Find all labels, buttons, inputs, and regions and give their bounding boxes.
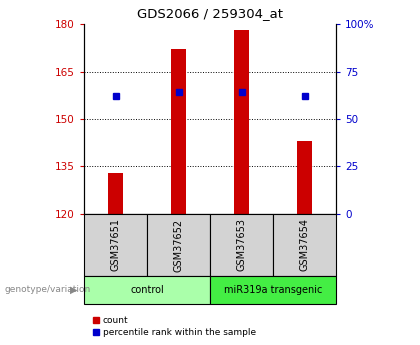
Bar	[84, 276, 210, 304]
Bar	[108, 173, 123, 214]
Bar	[273, 214, 336, 276]
Text: genotype/variation: genotype/variation	[4, 285, 90, 294]
Bar	[84, 214, 147, 276]
Text: GSM37654: GSM37654	[299, 218, 310, 272]
Text: GSM37653: GSM37653	[236, 218, 247, 272]
Bar	[210, 276, 336, 304]
Text: ▶: ▶	[70, 285, 78, 295]
Text: GSM37651: GSM37651	[110, 218, 121, 272]
Bar	[234, 30, 249, 214]
Title: GDS2066 / 259304_at: GDS2066 / 259304_at	[137, 7, 283, 20]
Text: miR319a transgenic: miR319a transgenic	[224, 285, 322, 295]
Bar	[297, 141, 312, 214]
Bar	[210, 214, 273, 276]
Text: GSM37652: GSM37652	[173, 218, 184, 272]
Bar	[171, 49, 186, 214]
Bar	[147, 214, 210, 276]
Legend: count, percentile rank within the sample: count, percentile rank within the sample	[89, 313, 260, 341]
Text: control: control	[130, 285, 164, 295]
